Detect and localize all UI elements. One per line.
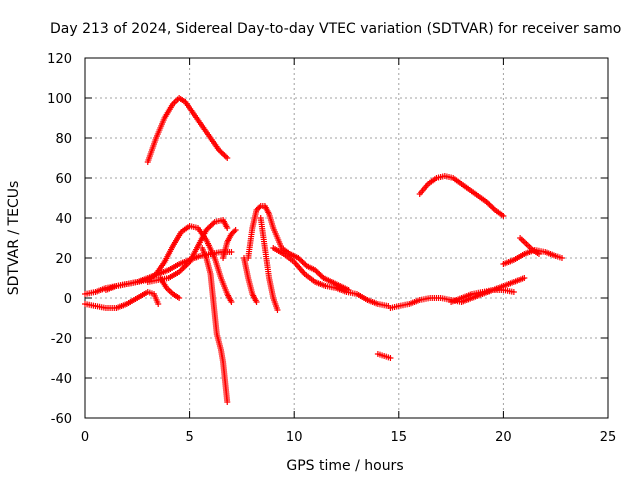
y-axis-label: SDTVAR / TECUs — [6, 181, 22, 296]
series-track-5 — [102, 223, 235, 305]
series-track-13 — [270, 245, 392, 309]
series-track-9 — [157, 275, 183, 301]
y-tick-label: 0 — [64, 292, 72, 307]
data-point — [218, 149, 225, 156]
data-point — [296, 256, 303, 263]
data-point — [489, 204, 496, 211]
series-track-3 — [82, 289, 162, 311]
data-point — [215, 147, 222, 153]
series-track-10 — [245, 203, 352, 293]
x-tick-label: 10 — [286, 430, 303, 445]
y-tick-label: 40 — [55, 212, 72, 227]
data-point — [317, 272, 324, 279]
data-point — [298, 257, 305, 264]
series-track-8 — [220, 227, 239, 261]
chart-title: Day 213 of 2024, Sidereal Day-to-day VTE… — [50, 21, 621, 37]
data-point — [316, 271, 323, 277]
x-tick-label: 20 — [495, 430, 512, 445]
data-point — [228, 231, 235, 237]
data-point — [302, 261, 309, 268]
y-tick-label: -40 — [51, 372, 72, 387]
y-tick-label: 80 — [55, 132, 72, 147]
data-point — [312, 267, 319, 273]
data-point — [295, 255, 302, 261]
axis-ticks — [84, 57, 609, 419]
series-track-14 — [374, 351, 394, 361]
series-track-16 — [448, 287, 517, 305]
series-track-12 — [257, 215, 281, 313]
data-point — [256, 204, 263, 211]
x-tick-label: 0 — [81, 430, 89, 445]
data-point — [313, 268, 320, 275]
x-tick-label: 15 — [391, 430, 408, 445]
data-point — [203, 227, 210, 233]
data-point — [254, 205, 261, 212]
data-point — [314, 269, 321, 276]
y-tick-label: 20 — [55, 252, 72, 267]
data-point — [210, 220, 217, 227]
y-tick-label: -20 — [51, 332, 72, 347]
data-point — [224, 225, 231, 231]
data-point — [206, 224, 213, 231]
plot-frame — [84, 57, 609, 419]
x-axis-label: GPS time / hours — [286, 458, 403, 474]
data-point — [179, 266, 186, 273]
data-point — [485, 200, 492, 207]
data-point — [217, 148, 224, 155]
data-point — [490, 205, 497, 212]
data-point — [204, 225, 211, 232]
data-point — [221, 152, 228, 159]
data-point — [231, 228, 238, 235]
data-point — [228, 299, 235, 305]
data-point — [207, 223, 214, 229]
y-tick-label: 100 — [47, 92, 72, 107]
series-track-7 — [199, 245, 231, 405]
data-point — [299, 259, 306, 265]
series-track-15 — [387, 275, 528, 311]
data-point — [224, 155, 231, 161]
y-tick-labels: -60 -40 -20 0 20 40 60 80 100 120 — [47, 52, 72, 427]
y-tick-label: 120 — [47, 52, 72, 67]
series-track-11 — [240, 255, 260, 305]
series-track-2 — [416, 173, 507, 219]
data-point — [500, 213, 507, 219]
data-point — [208, 221, 215, 228]
data-point — [228, 249, 235, 255]
data-point — [176, 295, 183, 301]
data-point — [300, 260, 307, 267]
data-point — [486, 201, 493, 208]
series-track-18 — [517, 235, 542, 257]
data-point — [483, 199, 490, 205]
data-point — [487, 203, 494, 209]
x-tick-label: 25 — [600, 430, 617, 445]
data-point — [319, 273, 326, 280]
data-point — [274, 307, 281, 313]
data-point — [535, 251, 542, 257]
series-track-1 — [144, 95, 231, 165]
data-point — [521, 275, 528, 281]
data-point — [253, 299, 260, 305]
data-point — [180, 264, 187, 271]
data-point — [222, 153, 229, 160]
y-tick-label: -60 — [51, 412, 72, 427]
x-tick-labels: 0 5 10 15 20 25 — [81, 430, 616, 445]
data-point — [253, 207, 260, 213]
data-point — [232, 227, 239, 233]
data-point — [558, 255, 565, 261]
y-tick-label: 60 — [55, 172, 72, 187]
data-point — [220, 151, 227, 157]
data-point — [510, 289, 517, 295]
data-point — [387, 355, 394, 361]
x-tick-label: 5 — [185, 430, 193, 445]
data-marks — [82, 95, 565, 405]
grid-lines — [85, 58, 608, 418]
data-point — [155, 301, 162, 307]
data-point — [224, 399, 231, 405]
data-point — [229, 229, 236, 236]
